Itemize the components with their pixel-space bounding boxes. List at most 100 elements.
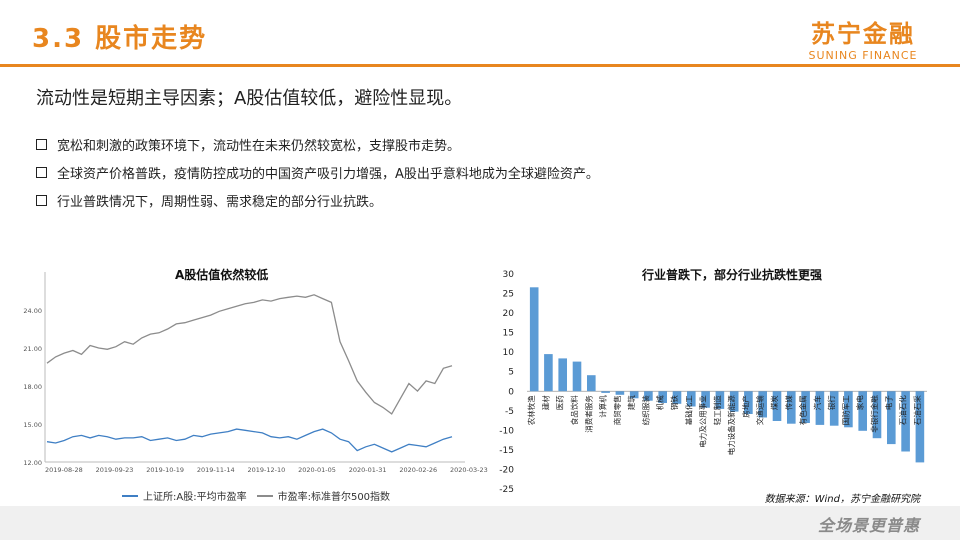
category-label: 非银行金融 [869, 395, 879, 433]
bar [701, 391, 710, 408]
y-tick-label: -20 [499, 465, 514, 475]
x-tick-label: 2020-01-31 [349, 466, 387, 474]
bullet-list: 宽松和刺激的政策环境下，流动性在未来仍然较宽松，支撑股市走势。 全球资产价格普跌… [36, 130, 599, 214]
series-line-1 [46, 428, 453, 453]
bar [744, 391, 753, 414]
bar [915, 391, 925, 463]
category-label: 建材 [540, 395, 550, 410]
legend-label-series-1: 上证所:A股:平均市盈率 [143, 492, 247, 503]
bar [901, 391, 910, 452]
legend-swatch-blue [122, 494, 138, 497]
category-label: 传媒 [783, 395, 793, 410]
category-label: 汽车 [812, 395, 822, 410]
y-tick-label: 10 [503, 348, 515, 358]
category-label: 电力设备及新能源 [726, 395, 736, 455]
bullet-item: 行业普跌情况下，周期性弱、需求稳定的部分行业抗跌。 [36, 186, 599, 214]
category-label: 基础化工 [683, 395, 693, 425]
category-label: 电力及公用事业 [698, 395, 708, 448]
legend-swatch-gray [256, 494, 273, 497]
x-tick-label: 2020-03-23 [450, 466, 488, 474]
logo-text-en: SUNING FINANCE [808, 49, 918, 62]
x-tick-label: 2020-01-05 [298, 466, 336, 474]
footer-slogan: 全场景更普惠 [817, 516, 920, 535]
bar [658, 391, 667, 403]
bar [729, 391, 739, 412]
bar [687, 391, 696, 407]
y-tick-label: 24.00 [23, 307, 42, 315]
y-tick-label: 25 [503, 290, 514, 300]
checkbox-bullet-icon [36, 166, 47, 178]
category-label: 钢铁 [669, 395, 679, 410]
header-divider [0, 64, 960, 67]
bar [758, 391, 767, 418]
logo-text-cn: 苏宁金融 [811, 20, 915, 48]
bar-chart: 30 25 20 15 10 5 0 -5 -10 -15 -20 -25 农林牧渔 建材 医药 食品饮料 消费… [499, 270, 927, 494]
category-label: 商贸零售 [612, 395, 622, 425]
category-label: 机械 [655, 395, 665, 410]
bullet-text: 宽松和刺激的政策环境下，流动性在未来仍然较宽松，支撑股市走势。 [57, 138, 461, 154]
x-tick-label: 2019-09-23 [96, 466, 134, 474]
bullet-text: 行业普跌情况下，周期性弱、需求稳定的部分行业抗跌。 [57, 194, 383, 210]
category-label: 电子 [883, 395, 893, 410]
y-tick-label: 15 [503, 329, 514, 339]
bar [672, 391, 682, 404]
bullet-text: 全球资产价格普跌，疫情防控成功的中国资产吸引力增强，A股出乎意料地成为全球避险资… [57, 166, 599, 182]
footer-bar [0, 506, 960, 540]
y-tick-label: -10 [499, 426, 514, 436]
page-title: 3.3 股市走势 [32, 24, 208, 54]
category-label: 农林牧渔 [526, 395, 536, 425]
bar [615, 391, 625, 395]
legend-label-series-2: 市盈率:标准普尔500指数 [277, 492, 391, 503]
category-label: 房地产 [740, 395, 750, 418]
line-chart-title: A股估值依然较低 [175, 268, 269, 282]
bar [801, 391, 810, 423]
bar [772, 391, 782, 421]
category-label: 国防军工 [840, 395, 850, 425]
x-tick-label: 2019-12-10 [248, 466, 286, 474]
y-tick-label: -5 [505, 407, 514, 417]
bar [858, 391, 867, 431]
category-label: 食品饮料 [569, 395, 579, 425]
y-tick-label: 20 [503, 309, 515, 319]
category-label: 纺织服装 [640, 395, 650, 425]
bar [844, 391, 853, 428]
x-tick-label: 2019-11-14 [197, 466, 235, 474]
category-label: 石油石化 [898, 395, 908, 425]
category-label: 交通运输 [755, 395, 765, 425]
x-tick-label: 2020-02-26 [399, 466, 437, 474]
bullet-item: 全球资产价格普跌，疫情防控成功的中国资产吸引力增强，A股出乎意料地成为全球避险资… [36, 158, 599, 186]
bar [572, 361, 582, 392]
bullet-item: 宽松和刺激的政策环境下，流动性在未来仍然较宽松，支撑股市走势。 [36, 130, 599, 158]
bar [629, 391, 639, 399]
category-label: 煤炭 [769, 395, 779, 410]
bar [601, 391, 610, 393]
y-tick-label: -25 [499, 485, 514, 494]
category-label: 轻工制造 [712, 395, 722, 425]
bar [872, 391, 882, 439]
bar [815, 391, 825, 425]
category-label: 银行 [826, 395, 836, 410]
line-chart: 12.00 15.00 18.00 21.00 24.00 2019-08-28 2019-… [23, 272, 488, 474]
x-tick-label: 2019-10-19 [146, 466, 184, 474]
category-label: 家电 [855, 395, 865, 410]
slide-subtitle: 流动性是短期主导因素；A股估值较低，避险性显现。 [36, 88, 463, 109]
category-label: 建筑 [626, 395, 636, 410]
bar [529, 287, 539, 392]
bar-chart-title: 行业普跌下，部分行业抗跌性更强 [642, 268, 823, 282]
x-tick-label: 2019-08-28 [45, 466, 83, 474]
category-label: 消费者服务 [583, 395, 593, 433]
bar [558, 358, 567, 392]
series-line-2 [46, 294, 453, 415]
y-tick-label: 18.00 [23, 383, 42, 391]
brand-logo: 苏宁金融 SUNING FINANCE [798, 14, 928, 62]
bar [715, 391, 725, 409]
checkbox-bullet-icon [36, 138, 47, 150]
bar [829, 391, 839, 426]
y-tick-label: 0 [508, 387, 514, 397]
y-tick-label: 30 [503, 270, 515, 280]
bar [644, 391, 653, 401]
checkbox-bullet-icon [36, 194, 47, 206]
bar [887, 391, 896, 445]
bar [587, 375, 596, 392]
bar [544, 354, 553, 392]
